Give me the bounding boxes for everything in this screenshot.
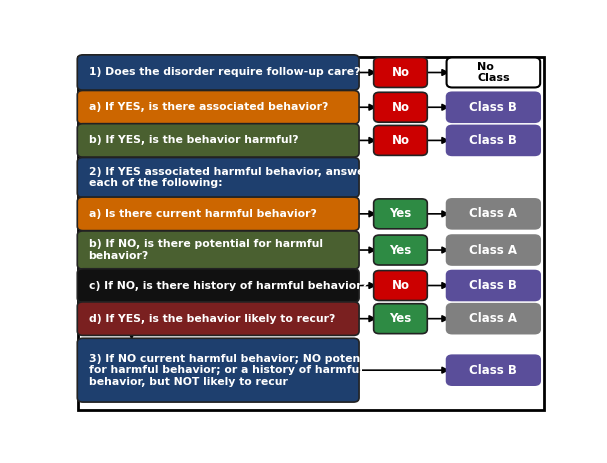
FancyBboxPatch shape xyxy=(374,235,427,265)
FancyBboxPatch shape xyxy=(374,92,427,122)
FancyBboxPatch shape xyxy=(374,304,427,334)
Text: No: No xyxy=(392,134,410,147)
Text: a) If YES, is there associated behavior?: a) If YES, is there associated behavior? xyxy=(89,102,328,112)
Text: a) Is there current harmful behavior?: a) Is there current harmful behavior? xyxy=(89,209,316,219)
FancyBboxPatch shape xyxy=(374,57,427,88)
FancyBboxPatch shape xyxy=(447,235,540,265)
Text: Yes: Yes xyxy=(389,312,412,325)
Text: Class A: Class A xyxy=(469,312,517,325)
Text: d) If YES, is the behavior likely to recur?: d) If YES, is the behavior likely to rec… xyxy=(89,313,335,324)
FancyBboxPatch shape xyxy=(77,157,359,197)
FancyBboxPatch shape xyxy=(77,338,359,402)
Text: Class A: Class A xyxy=(469,207,517,220)
FancyBboxPatch shape xyxy=(77,124,359,157)
Text: No: No xyxy=(392,101,410,114)
Text: 3) If NO current harmful behavior; NO potential
for harmful behavior; or a histo: 3) If NO current harmful behavior; NO po… xyxy=(89,354,379,387)
Text: b) If YES, is the behavior harmful?: b) If YES, is the behavior harmful? xyxy=(89,135,298,145)
FancyBboxPatch shape xyxy=(447,355,540,385)
FancyBboxPatch shape xyxy=(77,302,359,335)
FancyBboxPatch shape xyxy=(447,57,540,88)
FancyBboxPatch shape xyxy=(77,269,359,302)
Text: No
Class: No Class xyxy=(477,62,510,83)
Text: Yes: Yes xyxy=(389,244,412,257)
Text: Class A: Class A xyxy=(469,244,517,257)
Text: No: No xyxy=(392,279,410,292)
Text: Class B: Class B xyxy=(469,279,517,292)
FancyBboxPatch shape xyxy=(447,199,540,229)
FancyBboxPatch shape xyxy=(447,304,540,334)
FancyBboxPatch shape xyxy=(374,125,427,156)
Text: c) If NO, is there history of harmful behavior?: c) If NO, is there history of harmful be… xyxy=(89,281,368,290)
FancyBboxPatch shape xyxy=(374,270,427,300)
Text: Class B: Class B xyxy=(469,363,517,377)
Text: 2) If YES associated harmful behavior, answer
each of the following:: 2) If YES associated harmful behavior, a… xyxy=(89,167,370,188)
FancyBboxPatch shape xyxy=(77,55,359,90)
Text: Yes: Yes xyxy=(389,207,412,220)
Text: Class B: Class B xyxy=(469,101,517,114)
FancyBboxPatch shape xyxy=(77,197,359,231)
FancyBboxPatch shape xyxy=(447,125,540,156)
Text: Class B: Class B xyxy=(469,134,517,147)
FancyBboxPatch shape xyxy=(374,199,427,229)
Text: No: No xyxy=(392,66,410,79)
Text: b) If NO, is there potential for harmful
behavior?: b) If NO, is there potential for harmful… xyxy=(89,239,322,261)
FancyBboxPatch shape xyxy=(447,270,540,300)
FancyBboxPatch shape xyxy=(77,90,359,124)
Text: 1) Does the disorder require follow-up care?: 1) Does the disorder require follow-up c… xyxy=(89,68,360,77)
FancyBboxPatch shape xyxy=(447,92,540,122)
FancyBboxPatch shape xyxy=(77,231,359,269)
